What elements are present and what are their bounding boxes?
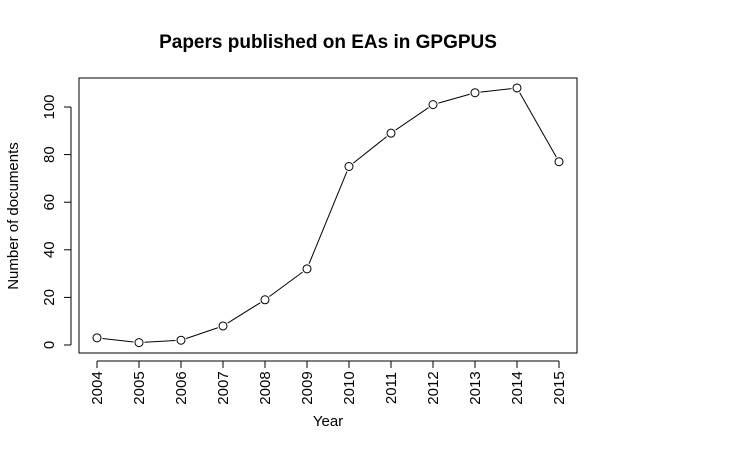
data-point [470,88,480,98]
y-tick-label: 80 [41,146,58,163]
x-tick-label: 2010 [341,371,358,404]
data-point [134,338,144,348]
x-tick-label: 2014 [509,371,526,404]
line-segment [480,88,512,93]
x-tick-label: 2005 [131,371,148,404]
data-point [302,264,312,274]
x-tick-label: 2013 [467,371,484,404]
y-tick-label: 0 [41,341,58,349]
x-tick-label: 2015 [551,371,568,404]
line-segment [308,171,348,264]
y-tick-label: 100 [41,94,58,119]
x-tick-label: 2012 [425,371,442,404]
data-point [218,321,228,331]
series-line [102,88,557,343]
plot-frame [78,77,578,354]
data-point [176,335,186,345]
line-segment [144,340,176,343]
data-point [92,333,102,343]
line-segment [102,337,134,343]
y-tick-label: 20 [41,289,58,306]
data-point [554,157,564,167]
x-tick-label: 2007 [215,371,232,404]
x-tick-label: 2008 [257,371,274,404]
y-tick-label: 60 [41,194,58,211]
x-tick-label: 2004 [89,371,106,404]
x-axis: 2004 2005 2006 2007 2008 2009 2010 2011 2012 2013… [89,360,568,405]
line-segment [438,93,470,104]
line-segment [227,302,261,324]
line-segment [186,327,218,339]
x-axis-label: Year [313,413,343,430]
y-tick-label: 40 [41,241,58,258]
line-segment [352,136,388,164]
data-point [512,83,522,93]
data-point [344,162,354,171]
chart-title: Papers published on EAs in GPGPUS [159,32,497,53]
series-points [92,83,564,348]
x-tick-label: 2009 [299,371,316,404]
x-tick-label: 2006 [173,371,190,404]
y-axis-label: Number of documents [5,142,22,290]
data-point [428,100,438,110]
x-tick-label: 2011 [383,372,400,404]
line-segment [395,107,429,131]
y-axis: 0 20 40 60 80 100 [41,94,72,349]
data-point [260,295,270,305]
line-segment [519,92,557,158]
data-point [386,128,396,138]
line-segment [269,271,303,297]
